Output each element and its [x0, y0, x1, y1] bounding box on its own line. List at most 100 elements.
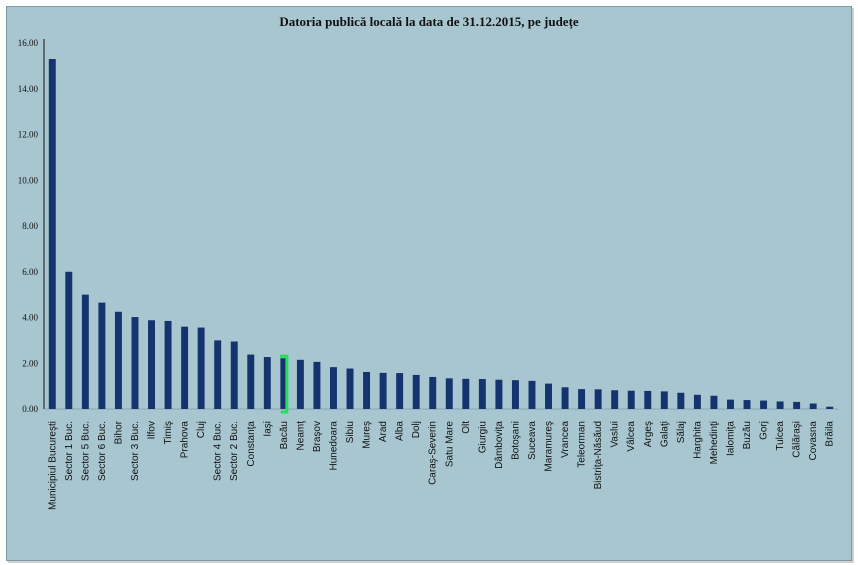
- x-tick-label: Călăraşi: [792, 421, 803, 458]
- x-tick-label: Brăila: [825, 421, 836, 447]
- bar: [263, 357, 271, 409]
- bar: [445, 378, 453, 409]
- x-tick-label: Dâmboviţa: [494, 421, 505, 469]
- x-tick-label: Municipiul Bucureşti: [47, 421, 58, 510]
- x-tick-label: Iaşi: [262, 421, 273, 437]
- y-tick-label: 12.00: [18, 130, 39, 140]
- bar: [346, 368, 354, 409]
- bar: [247, 354, 255, 409]
- x-tick-label: Satu Mare: [444, 421, 455, 468]
- x-tick-label: Sector 2 Buc.: [229, 421, 240, 481]
- bar: [660, 391, 668, 409]
- bar: [65, 271, 73, 409]
- x-tick-label: Teleorman: [577, 421, 588, 468]
- chart-background: [6, 6, 852, 561]
- x-axis-labels: Municipiul Bucureşti Sector 1 Buc. Sector …: [47, 420, 835, 510]
- x-tick-label: Covasna: [808, 421, 819, 461]
- y-tick-label: 10.00: [18, 175, 39, 185]
- x-tick-label: Galaţi: [659, 421, 670, 447]
- x-tick-label: Tulcea: [775, 421, 786, 451]
- x-tick-label: Ialomiţa: [725, 421, 736, 456]
- bar: [181, 326, 189, 409]
- x-tick-label: Alba: [395, 421, 406, 441]
- x-tick-label: Sector 5 Buc.: [80, 421, 91, 481]
- bar: [760, 400, 768, 409]
- x-tick-label: Sector 6 Buc.: [97, 421, 108, 481]
- x-tick-label: Neamţ: [295, 421, 306, 451]
- bar: [710, 395, 718, 409]
- x-tick-label: Vâlcea: [626, 421, 637, 452]
- x-tick-label: Hunedoara: [328, 421, 339, 471]
- bar: [478, 379, 486, 409]
- bar: [379, 372, 387, 409]
- x-tick-label: Cluj: [196, 421, 207, 438]
- bar: [164, 320, 172, 409]
- x-tick-label: Sector 1 Buc.: [64, 421, 75, 481]
- bar: [644, 390, 652, 409]
- bar: [412, 374, 420, 409]
- bar: [230, 341, 238, 409]
- x-tick-label: Dolj: [411, 421, 422, 438]
- x-tick-label: Timiş: [163, 421, 174, 445]
- bar: [363, 371, 371, 409]
- x-tick-label: Giurgiu: [477, 421, 488, 453]
- x-tick-label: Braşov: [312, 421, 323, 452]
- x-tick-label: Vaslui: [610, 421, 621, 448]
- x-tick-label: Arad: [378, 421, 389, 442]
- x-tick-label: Sector 4 Buc.: [213, 421, 224, 481]
- x-tick-label: Maramureş: [544, 421, 555, 472]
- x-tick-label: Olt: [461, 421, 472, 434]
- bar: [197, 327, 205, 409]
- bar: [396, 373, 404, 409]
- x-tick-label: Mehedinţi: [709, 421, 720, 464]
- bar: [561, 387, 569, 409]
- bar: [511, 380, 519, 409]
- bar: [214, 340, 222, 409]
- x-tick-label: Sector 3 Buc.: [130, 421, 141, 481]
- x-tick-label: Ilfov: [147, 421, 158, 439]
- bar: [280, 358, 288, 409]
- x-tick-label: Bistriţa-Năsăud: [593, 421, 604, 489]
- bar: [809, 403, 817, 409]
- x-tick-label: Constanţa: [246, 421, 257, 467]
- x-tick-label: Sibiu: [345, 421, 356, 443]
- x-tick-label: Bacău: [279, 421, 290, 449]
- bar: [462, 378, 470, 409]
- bar: [81, 294, 89, 409]
- y-axis: 0.00 2.00 4.00 6.00 8.00 10.00 12.00 14.00 16.00: [18, 38, 838, 414]
- bar: [98, 302, 106, 409]
- x-tick-label: Gorj: [759, 421, 770, 440]
- x-tick-label: Sălaj: [676, 421, 687, 443]
- bar: [826, 406, 834, 409]
- y-tick-label: 2.00: [22, 358, 38, 368]
- x-tick-label: Harghita: [692, 421, 703, 459]
- bar: [793, 401, 801, 409]
- highlight-marker: [279, 354, 289, 414]
- bar: [594, 389, 602, 409]
- x-tick-label: Buzău: [742, 421, 753, 449]
- bar: [313, 361, 321, 409]
- y-tick-label: 16.00: [18, 38, 39, 48]
- bar: [131, 317, 139, 409]
- y-tick-label: 8.00: [22, 221, 38, 231]
- x-tick-label: Vrancea: [560, 421, 571, 458]
- bar: [627, 390, 635, 409]
- bar: [677, 392, 685, 409]
- bar: [48, 59, 56, 409]
- bar: [693, 394, 701, 409]
- bar: [528, 380, 536, 409]
- bar: [495, 379, 503, 409]
- bar: [296, 359, 304, 409]
- y-tick-label: 4.00: [22, 313, 38, 323]
- x-tick-label: Bihor: [113, 420, 124, 444]
- bar: [114, 311, 122, 409]
- bar: [578, 389, 586, 409]
- x-tick-label: Prahova: [180, 421, 191, 459]
- highlight-bracket: [279, 354, 289, 414]
- bar: [429, 376, 437, 409]
- bar: [330, 367, 337, 409]
- bar: [743, 400, 751, 409]
- bar: [776, 401, 784, 409]
- y-tick-label: 0.00: [22, 404, 38, 414]
